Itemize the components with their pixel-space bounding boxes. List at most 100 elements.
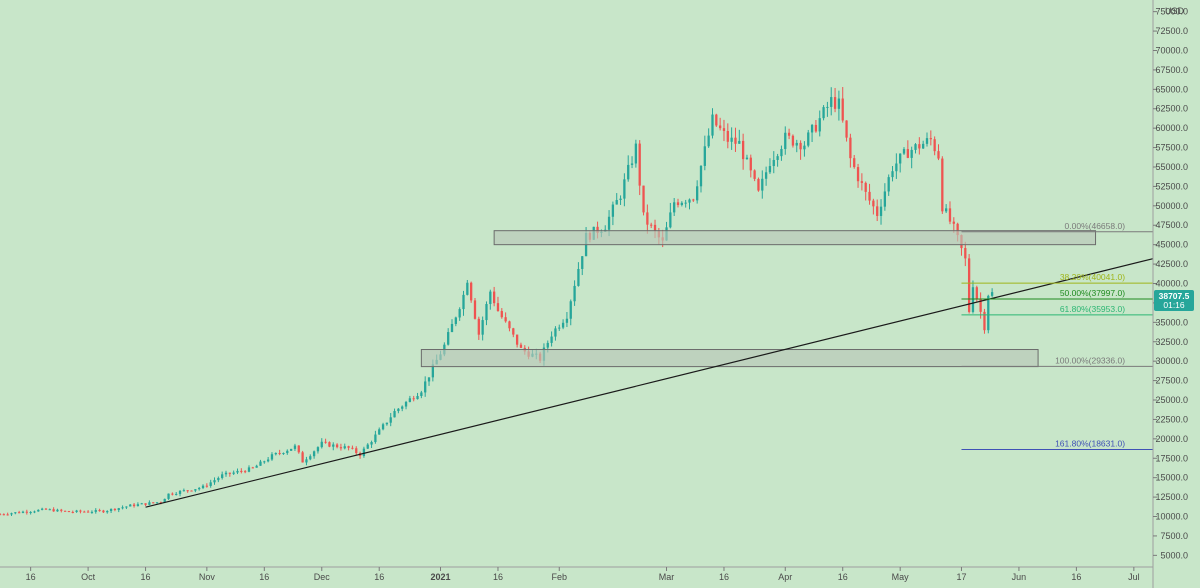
candle-body	[577, 268, 580, 286]
candle-body	[512, 328, 515, 335]
candle-body	[876, 206, 879, 216]
candle-body	[906, 149, 909, 158]
y-tick-label: 30000.0	[1155, 356, 1188, 366]
candle-body	[385, 422, 389, 425]
y-tick-label: 5000.0	[1160, 550, 1188, 560]
candle-body	[132, 504, 136, 507]
candle-body	[979, 299, 982, 312]
y-tick-label: 47500.0	[1155, 220, 1188, 230]
candle-body	[427, 377, 431, 382]
candle-body	[370, 442, 373, 445]
candle-body	[791, 135, 795, 146]
y-tick-label: 52500.0	[1155, 181, 1188, 191]
candle-body	[2, 514, 5, 516]
candle-body	[297, 445, 300, 453]
x-tick-label: Nov	[199, 572, 216, 582]
candle-body	[853, 158, 856, 168]
fib-label: 161.80%(18631.0)	[1055, 438, 1125, 448]
candle-body	[653, 224, 657, 231]
candle-body	[106, 511, 109, 513]
candle-body	[983, 311, 986, 331]
candle-body	[431, 364, 435, 378]
price-badge-value: 38707.5	[1159, 291, 1190, 301]
candle-body	[404, 401, 408, 407]
candle-body	[447, 332, 450, 345]
trendline-layer	[145, 258, 1154, 508]
candle-body	[424, 381, 427, 393]
y-tick-label: 17500.0	[1155, 453, 1188, 463]
candle-body	[129, 504, 132, 507]
candle-body	[117, 508, 120, 511]
candle-body	[14, 512, 17, 514]
candle-body	[830, 97, 833, 107]
candle-body	[282, 453, 285, 455]
x-tick-label: Mar	[659, 572, 675, 582]
candle-body	[941, 158, 944, 212]
candle-body	[293, 445, 297, 449]
candle-body	[324, 441, 327, 443]
candles-layer	[0, 87, 994, 516]
candle-body	[768, 166, 772, 173]
y-tick-label: 50000.0	[1155, 201, 1188, 211]
candle-body	[726, 130, 729, 142]
candle-body	[67, 511, 71, 513]
time-axis[interactable]: 16 Oct 16 Nov 16 Dec 16 2021 16 Feb Mar 16 Apr 16 May 1…	[26, 567, 1140, 582]
candle-body	[378, 429, 381, 435]
candle-body	[611, 204, 615, 217]
candle-body	[236, 470, 239, 473]
y-tick-label: 25000.0	[1155, 395, 1188, 405]
candle-body	[554, 328, 557, 337]
candle-body	[374, 434, 377, 443]
candle-body	[745, 157, 749, 160]
y-tick-label: 55000.0	[1155, 162, 1188, 172]
x-tick-label: 16	[838, 572, 848, 582]
zones-layer	[420, 230, 1097, 368]
candle-body	[971, 287, 975, 312]
candle-body	[738, 140, 741, 144]
y-tick-label: 65000.0	[1155, 84, 1188, 94]
candle-body	[125, 506, 128, 508]
candle-body	[251, 467, 254, 469]
candle-body	[244, 471, 247, 473]
candle-body	[967, 258, 971, 312]
x-tick-label: 16	[26, 572, 36, 582]
candle-body	[470, 282, 473, 301]
candle-body	[401, 406, 404, 409]
candle-body	[362, 448, 366, 456]
candle-body	[205, 485, 208, 487]
candle-body	[780, 149, 783, 157]
candle-body	[902, 149, 906, 154]
candle-body	[194, 489, 197, 491]
candle-body	[669, 212, 672, 228]
candle-body	[190, 490, 193, 492]
candle-body	[44, 508, 48, 510]
candle-body	[159, 502, 163, 504]
candle-body	[309, 456, 312, 460]
candle-body	[741, 140, 745, 160]
candle-body	[718, 125, 722, 129]
candle-body	[301, 452, 304, 463]
candle-body	[335, 444, 339, 448]
candle-body	[21, 511, 25, 513]
candle-body	[925, 138, 929, 144]
candle-body	[856, 167, 860, 182]
candle-body	[715, 114, 718, 126]
candle-body	[466, 282, 469, 295]
candle-body	[764, 172, 768, 179]
candle-body	[175, 493, 178, 495]
candle-body	[0, 514, 2, 516]
candle-body	[565, 318, 569, 323]
y-tick-label: 12500.0	[1155, 492, 1188, 502]
x-tick-label: Dec	[314, 572, 331, 582]
candle-body	[810, 124, 814, 133]
y-tick-label: 62500.0	[1155, 104, 1188, 114]
candle-body	[776, 156, 779, 160]
price-axis[interactable]: 5000.0 7500.0 10000.0 12500.0 15000.0 17500.0…	[1153, 7, 1188, 561]
x-tick-label: 16	[374, 572, 384, 582]
candle-body	[987, 295, 990, 331]
candle-body	[83, 511, 86, 513]
candle-body	[450, 323, 454, 333]
y-tick-label: 60000.0	[1155, 123, 1188, 133]
